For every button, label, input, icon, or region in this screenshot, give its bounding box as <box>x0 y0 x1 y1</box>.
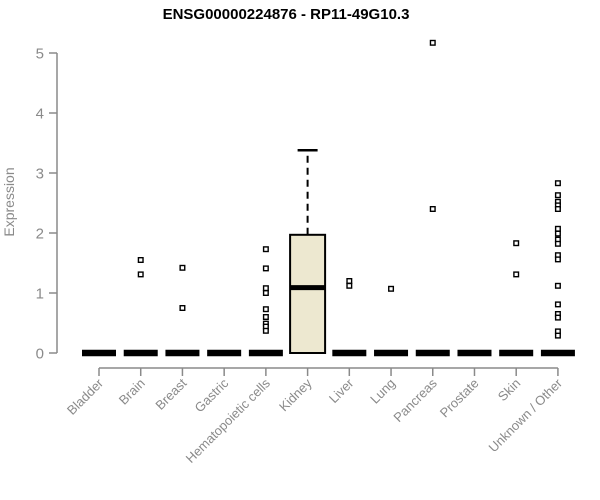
outlier-point <box>262 285 269 292</box>
boxplot-gastric <box>207 349 242 357</box>
outlier-point <box>262 306 269 313</box>
outlier-point <box>554 256 561 263</box>
outlier-point <box>554 240 561 247</box>
outlier-point <box>554 192 561 199</box>
x-category-label: Breast <box>152 375 189 412</box>
boxplot-skin <box>499 240 534 357</box>
collapsed-box <box>540 349 575 357</box>
collapsed-box <box>165 349 200 357</box>
y-tick-label: 3 <box>36 166 44 183</box>
outlier-point <box>262 265 269 272</box>
box <box>289 233 327 354</box>
outlier-point <box>262 314 269 321</box>
x-category-label: Lung <box>367 376 398 407</box>
collapsed-box <box>499 349 534 357</box>
y-tick-label: 2 <box>36 226 44 243</box>
x-category-label: Bladder <box>64 375 107 418</box>
outlier-point <box>346 278 353 285</box>
boxplot-breast <box>165 264 200 357</box>
boxplot-hematopoietic-cells <box>248 246 283 357</box>
chart-title: ENSG00000224876 - RP11-49G10.3 <box>162 6 410 23</box>
boxplot-bladder <box>82 349 116 357</box>
outlier-point <box>429 205 436 212</box>
outlier-point <box>513 271 520 278</box>
outlier-point <box>513 240 520 247</box>
outlier-point <box>429 39 436 46</box>
outlier-point <box>554 314 561 321</box>
collapsed-box <box>415 349 450 357</box>
x-category-label: Kidney <box>276 375 315 414</box>
outlier-point <box>179 305 186 312</box>
collapsed-box <box>457 349 492 357</box>
outlier-point <box>554 282 561 289</box>
collapsed-box <box>82 349 116 357</box>
x-category-label: Brain <box>116 376 148 408</box>
collapsed-box <box>207 349 242 357</box>
outlier-point <box>554 301 561 308</box>
outlier-point <box>554 205 561 212</box>
boxplot-prostate <box>457 349 492 357</box>
y-axis-label: Expression <box>1 167 17 236</box>
outlier-point <box>388 285 395 292</box>
x-category-label: Liver <box>326 375 357 406</box>
collapsed-box <box>332 349 367 357</box>
x-category-label: Pancreas <box>390 375 440 425</box>
outlier-point <box>554 332 561 339</box>
boxplot-liver <box>332 278 367 357</box>
boxplot-kidney <box>289 148 327 354</box>
outlier-point <box>554 180 561 187</box>
boxplot-brain <box>123 257 158 357</box>
boxplot-unknown-other <box>540 180 575 357</box>
outlier-point <box>554 225 561 232</box>
boxplot-pancreas <box>415 39 450 357</box>
x-category-label: Unknown / Other <box>485 375 565 455</box>
outlier-point <box>262 246 269 253</box>
y-tick-label: 4 <box>36 106 44 123</box>
x-category-label: Prostate <box>437 376 482 421</box>
collapsed-box <box>123 349 158 357</box>
outlier-point <box>346 282 353 289</box>
collapsed-box <box>248 349 283 357</box>
outlier-point <box>137 257 144 264</box>
outlier-point <box>179 264 186 271</box>
x-category-label: Skin <box>495 376 523 404</box>
outlier-point <box>262 290 269 297</box>
outlier-point <box>554 230 561 237</box>
y-tick-label: 5 <box>36 46 44 63</box>
outlier-point <box>137 271 144 278</box>
x-category-label: Gastric <box>192 375 232 415</box>
collapsed-box <box>374 349 409 357</box>
outlier-point <box>262 327 269 334</box>
y-tick-label: 1 <box>36 286 44 303</box>
y-tick-label: 0 <box>36 346 44 363</box>
boxplot-lung <box>374 285 409 357</box>
